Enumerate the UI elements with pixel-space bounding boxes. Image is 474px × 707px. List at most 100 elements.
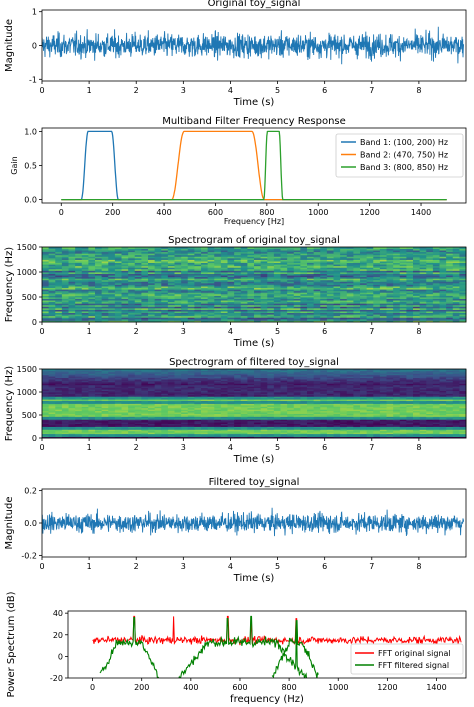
- spectrogram-cell: [81, 436, 89, 439]
- spectrogram-cell: [134, 256, 142, 259]
- spectrogram-cell: [439, 270, 447, 273]
- spectrogram-cell: [254, 432, 262, 435]
- spectrogram-cell: [48, 315, 56, 318]
- spectrogram-cell: [426, 261, 434, 264]
- spectrogram-cell: [446, 300, 454, 303]
- spectrogram-cell: [254, 286, 262, 289]
- spectrogram-cell: [181, 290, 189, 293]
- spectrogram-cell: [220, 292, 228, 295]
- spectrogram-cell: [114, 410, 122, 413]
- spectrogram-cell: [366, 410, 374, 413]
- spectrogram-cell: [240, 289, 248, 292]
- spectrogram-cell: [154, 276, 162, 279]
- spectrogram-cell: [452, 250, 460, 253]
- spectrogram-cell: [75, 256, 83, 259]
- spectrogram-cell: [353, 259, 361, 262]
- spectrogram-cell: [293, 312, 301, 315]
- spectrogram-cell: [307, 262, 315, 265]
- spectrogram-cell: [194, 284, 202, 287]
- spectrogram-cell: [432, 290, 440, 293]
- spectrogram-cell: [48, 254, 56, 257]
- spectrogram-cell: [174, 422, 182, 425]
- spectrogram-cell: [161, 406, 169, 409]
- spectrogram-cell: [75, 433, 83, 436]
- spectrogram-cell: [419, 251, 427, 254]
- spectrogram-cell: [406, 253, 414, 256]
- spectrogram-cell: [68, 420, 76, 423]
- spectrogram-cell: [141, 426, 149, 429]
- spectrogram-cell: [340, 436, 348, 439]
- spectrogram-cell: [452, 311, 460, 314]
- spectrogram-cell: [333, 281, 341, 284]
- spectrogram-cell: [254, 402, 262, 404]
- spectrogram-cell: [240, 247, 248, 249]
- spectrogram-cell: [459, 270, 467, 273]
- spectrogram-cell: [161, 265, 169, 268]
- spectrogram-cell: [287, 423, 295, 426]
- spectrogram-cell: [194, 427, 202, 430]
- spectrogram-cell: [61, 251, 69, 254]
- spectrogram-cell: [254, 298, 262, 301]
- spectrogram-cell: [273, 254, 281, 257]
- spectrogram-cell: [280, 399, 288, 402]
- spectrogram-cell: [167, 425, 175, 427]
- spectrogram-cell: [293, 300, 301, 303]
- spectrogram-cell: [227, 272, 235, 274]
- spectrogram-cell: [320, 413, 328, 416]
- spectrogram-cell: [42, 312, 50, 315]
- spectrogram-cell: [452, 262, 460, 265]
- spectrogram-cell: [187, 268, 195, 271]
- spectrogram-cell: [373, 433, 381, 436]
- spectrogram-cell: [254, 279, 262, 282]
- spectrogram-cell: [148, 320, 156, 323]
- spectrogram-cell: [426, 317, 434, 320]
- spectrogram-cell: [148, 247, 156, 249]
- spectrogram-cell: [55, 265, 63, 268]
- spectrogram-cell: [128, 289, 136, 292]
- spectrogram-cell: [406, 267, 414, 270]
- spectrogram-cell: [167, 279, 175, 282]
- spectrogram-cell: [432, 264, 440, 267]
- spectrogram-cell: [326, 426, 334, 429]
- spectrogram-cell: [114, 312, 122, 315]
- spectrogram-cell: [55, 435, 63, 437]
- spectrogram-cell: [174, 400, 182, 403]
- spectrogram-cell: [386, 432, 394, 435]
- spectrogram-cell: [260, 399, 268, 402]
- spectrogram-cell: [340, 281, 348, 284]
- spectrogram-cell: [386, 264, 394, 267]
- spectrogram-cell: [81, 312, 89, 315]
- spectrogram-cell: [234, 256, 242, 259]
- spectrogram-cell: [439, 404, 447, 407]
- spectrogram-cell: [393, 254, 401, 257]
- spectrogram-cell: [247, 248, 255, 251]
- spectrogram-cell: [75, 318, 83, 321]
- spectrogram-cell: [419, 435, 427, 437]
- spectrogram-cell: [399, 278, 407, 281]
- spectrogram-cell: [167, 416, 175, 419]
- spectrogram-cell: [134, 399, 142, 402]
- spectrogram-cell: [114, 290, 122, 293]
- spectrogram-cell: [214, 429, 222, 432]
- spectrogram-cell: [240, 275, 248, 278]
- spectrogram-cell: [439, 281, 447, 284]
- spectrogram-cell: [419, 298, 427, 301]
- spectrogram-cell: [201, 300, 209, 303]
- spectrogram-cell: [128, 292, 136, 295]
- spectrogram-cell: [174, 293, 182, 296]
- y-tick-label: 0.0: [24, 196, 37, 205]
- spectrogram-cell: [254, 267, 262, 270]
- x-tick-label: 0: [39, 327, 44, 336]
- spectrogram-cell: [207, 435, 215, 437]
- spectrogram-cell: [280, 282, 288, 285]
- spectrogram-cell: [273, 406, 281, 409]
- spectrogram-cell: [379, 262, 387, 265]
- spectrogram-cell: [181, 402, 189, 404]
- spectrogram-cell: [254, 404, 262, 407]
- spectrogram-cell: [393, 300, 401, 303]
- spectrogram-cell: [148, 432, 156, 435]
- spectrogram-cell: [81, 265, 89, 268]
- spectrogram-cell: [167, 253, 175, 256]
- spectrogram-cell: [399, 268, 407, 271]
- spectrogram-cell: [234, 295, 242, 298]
